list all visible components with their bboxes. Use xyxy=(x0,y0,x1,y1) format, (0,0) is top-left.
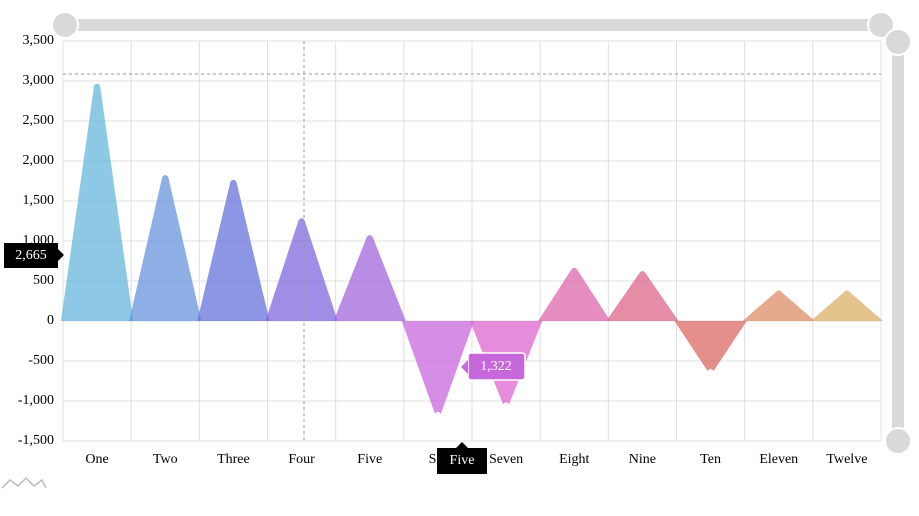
cursor-value-arrow xyxy=(58,249,64,261)
tooltip-arrow xyxy=(461,360,468,374)
cursor-category-bg xyxy=(437,448,487,474)
x-tick-label: Seven xyxy=(489,452,523,467)
logo xyxy=(1,476,47,489)
x-tick-label: Twelve xyxy=(826,452,867,467)
y-tick-label: -1,500 xyxy=(18,433,54,448)
pyramid xyxy=(606,271,679,321)
x-tick-label: Three xyxy=(217,452,250,467)
cursor-category-label: Five xyxy=(450,453,475,468)
pyramid xyxy=(810,290,884,321)
vertical-scrollbar[interactable] xyxy=(892,38,904,444)
scrollbar-grip[interactable] xyxy=(884,28,912,56)
cursor-value-label: 2,665 xyxy=(15,248,47,263)
y-tick-label: 2,000 xyxy=(23,153,55,168)
scrollbar-grip[interactable] xyxy=(51,11,79,39)
cursor-value-bg xyxy=(4,243,58,268)
x-tick-label: Eight xyxy=(559,452,589,467)
pyramid xyxy=(129,175,202,321)
y-tick-label: 2,500 xyxy=(23,113,55,128)
scrollbar-grip[interactable] xyxy=(884,427,912,455)
pyramid xyxy=(742,290,815,321)
tooltip-label: 1,322 xyxy=(480,359,512,374)
x-tick-label: Two xyxy=(153,452,178,467)
pyramid xyxy=(197,179,270,321)
pyramid xyxy=(401,321,475,414)
y-tick-label: -500 xyxy=(28,353,54,368)
y-tick-label: 1,500 xyxy=(23,193,55,208)
x-tick-label: Ten xyxy=(700,452,721,467)
pyramid xyxy=(538,267,611,321)
x-tick-label: One xyxy=(85,452,108,467)
pyramid xyxy=(60,83,134,321)
x-tick-label: Eleven xyxy=(759,452,798,467)
x-tick-label: Nine xyxy=(629,452,656,467)
pyramid xyxy=(674,321,747,371)
x-tick-label: Five xyxy=(357,452,382,467)
y-tick-label: 0 xyxy=(47,313,54,328)
horizontal-scrollbar[interactable] xyxy=(60,19,886,31)
cursor-category-arrow xyxy=(456,442,468,448)
y-tick-label: 3,500 xyxy=(23,33,55,48)
pyramid xyxy=(265,218,338,321)
y-tick-label: 3,000 xyxy=(23,73,55,88)
x-tick-label: Four xyxy=(288,452,315,467)
y-tick-label: -1,000 xyxy=(18,393,54,408)
y-tick-label: 500 xyxy=(33,273,54,288)
pyramid xyxy=(333,235,406,321)
scrollbar-grip[interactable] xyxy=(867,11,895,39)
